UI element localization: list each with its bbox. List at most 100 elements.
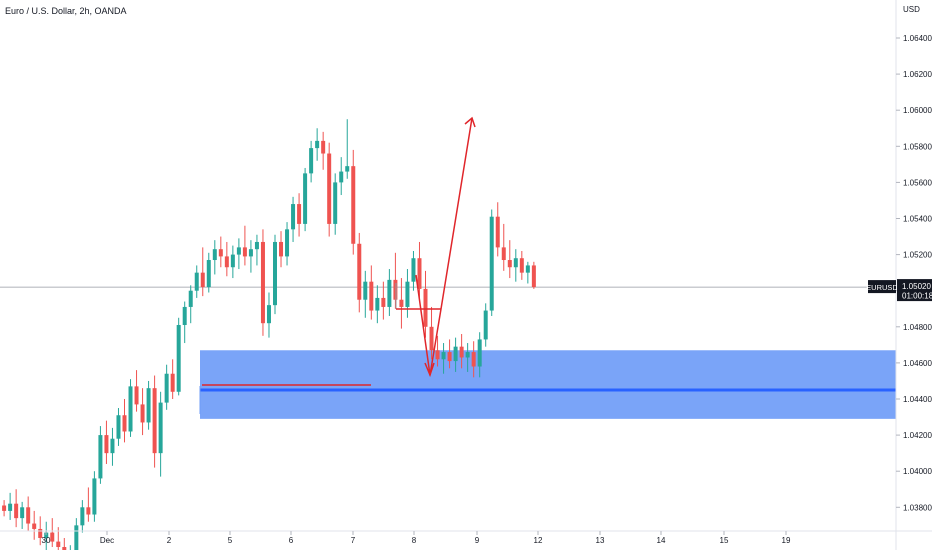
- price-tick-label: 1.06400: [903, 34, 932, 43]
- candle[interactable]: [459, 334, 464, 369]
- candle[interactable]: [525, 261, 530, 284]
- candle[interactable]: [26, 496, 31, 531]
- candle[interactable]: [339, 157, 344, 196]
- candle[interactable]: [513, 249, 518, 282]
- candle[interactable]: [321, 131, 326, 170]
- time-tick-label: Dec: [100, 536, 114, 545]
- candle[interactable]: [80, 500, 85, 533]
- candle[interactable]: [489, 209, 494, 316]
- candle[interactable]: [50, 518, 55, 548]
- candle[interactable]: [471, 341, 476, 378]
- candle-body: [110, 438, 115, 454]
- candle[interactable]: [447, 339, 452, 369]
- candle[interactable]: [242, 225, 247, 266]
- candle[interactable]: [417, 241, 422, 298]
- candle[interactable]: [423, 270, 428, 338]
- candle[interactable]: [44, 521, 49, 553]
- candle[interactable]: [230, 245, 235, 279]
- candle[interactable]: [441, 343, 446, 374]
- candle[interactable]: [8, 492, 13, 520]
- candle[interactable]: [176, 317, 181, 396]
- candle[interactable]: [14, 489, 19, 528]
- candle-body: [381, 297, 386, 307]
- annotation-layer[interactable]: [199, 116, 476, 414]
- candle[interactable]: [351, 149, 356, 255]
- candle[interactable]: [194, 265, 199, 298]
- candle[interactable]: [507, 240, 512, 279]
- candle[interactable]: [98, 426, 103, 484]
- candle[interactable]: [20, 501, 25, 529]
- candle[interactable]: [116, 408, 121, 446]
- candle[interactable]: [411, 250, 416, 291]
- candle[interactable]: [146, 380, 151, 430]
- candle[interactable]: [303, 167, 308, 232]
- candle[interactable]: [224, 241, 229, 277]
- candle[interactable]: [86, 487, 91, 522]
- candle[interactable]: [170, 359, 175, 399]
- candle[interactable]: [363, 270, 368, 318]
- candle-body: [441, 352, 446, 360]
- candle[interactable]: [218, 236, 223, 268]
- candle[interactable]: [375, 285, 380, 324]
- candle-body: [465, 352, 470, 358]
- candle[interactable]: [266, 292, 271, 338]
- candle[interactable]: [333, 173, 338, 235]
- candle[interactable]: [140, 388, 145, 436]
- candle[interactable]: [279, 231, 284, 268]
- candle[interactable]: [128, 379, 133, 437]
- candles-layer[interactable]: [2, 119, 536, 555]
- candle[interactable]: [260, 229, 265, 336]
- symbol-title[interactable]: Euro / U.S. Dollar, 2h, OANDA: [5, 6, 127, 16]
- candle[interactable]: [236, 238, 241, 270]
- candle[interactable]: [453, 337, 458, 372]
- candle[interactable]: [200, 247, 205, 297]
- candle[interactable]: [248, 240, 253, 273]
- candle[interactable]: [92, 471, 97, 522]
- price-tick-label: 1.04000: [903, 467, 932, 476]
- candle[interactable]: [188, 285, 193, 324]
- candle[interactable]: [152, 375, 157, 468]
- price-tick-label: 1.05600: [903, 178, 932, 187]
- candle[interactable]: [32, 510, 37, 540]
- time-tick-label: 6: [289, 536, 294, 545]
- candle[interactable]: [483, 303, 488, 347]
- candle[interactable]: [435, 335, 440, 367]
- candle[interactable]: [315, 128, 320, 161]
- candle[interactable]: [110, 427, 115, 466]
- candle[interactable]: [122, 399, 127, 443]
- candle[interactable]: [381, 281, 386, 320]
- candle[interactable]: [465, 343, 470, 372]
- projection-path[interactable]: [415, 117, 473, 376]
- candle[interactable]: [206, 252, 211, 293]
- candle[interactable]: [387, 269, 392, 316]
- candle[interactable]: [273, 234, 277, 315]
- candle[interactable]: [369, 265, 374, 320]
- candle[interactable]: [477, 332, 482, 378]
- candle[interactable]: [399, 278, 404, 329]
- candle[interactable]: [291, 196, 296, 242]
- candle[interactable]: [212, 240, 217, 275]
- candle[interactable]: [309, 140, 314, 183]
- candle[interactable]: [182, 301, 187, 344]
- candle[interactable]: [164, 364, 169, 410]
- candle-body: [339, 171, 344, 183]
- candle[interactable]: [104, 420, 109, 464]
- candle[interactable]: [393, 252, 398, 309]
- candle[interactable]: [134, 370, 139, 412]
- candle[interactable]: [327, 142, 332, 237]
- candle[interactable]: [2, 500, 7, 517]
- candle[interactable]: [158, 391, 163, 477]
- candle[interactable]: [429, 306, 434, 360]
- candle[interactable]: [519, 250, 524, 280]
- candle[interactable]: [285, 222, 290, 266]
- candle[interactable]: [357, 232, 362, 313]
- candle[interactable]: [495, 202, 500, 257]
- candle-body: [38, 528, 43, 538]
- candle[interactable]: [345, 119, 350, 179]
- candle[interactable]: [531, 261, 536, 289]
- candle[interactable]: [501, 223, 506, 271]
- time-axis[interactable]: 30 Dec 2 5 6 7 8 9 12 13 14 15 19: [42, 531, 791, 545]
- candle[interactable]: [297, 193, 302, 237]
- candle[interactable]: [254, 234, 259, 266]
